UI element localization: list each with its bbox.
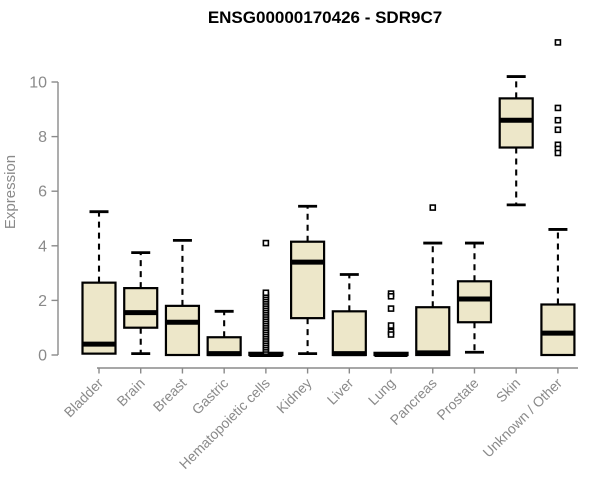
x-tick-label-unknown-other: Unknown / Other (479, 375, 565, 461)
y-tick-label: 6 (38, 184, 47, 201)
x-tick-label-prostate: Prostate (433, 375, 481, 423)
chart-title: ENSG00000170426 - SDR9C7 (208, 8, 442, 27)
boxplot-prostate (456, 241, 493, 354)
outlier-point (554, 39, 562, 46)
iqr-box (456, 280, 493, 324)
boxplot-liver (331, 273, 367, 357)
x-tick-label-skin: Skin (493, 375, 524, 406)
y-tick-label: 2 (38, 293, 47, 310)
boxplot-skin (498, 75, 534, 207)
iqr-box (498, 97, 534, 149)
x-tick-label-brain: Brain (113, 375, 147, 409)
iqr-box (290, 240, 326, 320)
outlier-point (429, 204, 437, 211)
outlier-point (262, 239, 270, 247)
boxplot-hematopoietic-cells (248, 239, 284, 357)
boxplot-breast (164, 238, 201, 357)
plot-area: 0 2 4 6 8 10 Bladder Brain Breast GastricHematopo… (29, 39, 578, 472)
x-tick-label-kidney: Kidney (273, 375, 315, 417)
boxplot-pancreas (415, 204, 451, 357)
y-tick-label: 4 (38, 238, 47, 255)
y-tick-label: 0 (38, 348, 47, 365)
x-tick-label-breast: Breast (150, 375, 190, 415)
outlier-point (554, 126, 562, 134)
boxplot-kidney (290, 204, 326, 356)
x-tick-label-lung: Lung (365, 375, 398, 408)
outlier-point (554, 116, 562, 124)
iqr-box (123, 287, 159, 329)
x-tick-label-liver: Liver (324, 375, 357, 408)
outlier-point (262, 289, 270, 297)
iqr-box (415, 306, 451, 357)
boxplot-unknown-other (540, 39, 576, 357)
y-axis-title: Expression (2, 155, 19, 229)
outlier-point (387, 293, 395, 300)
outlier-point (387, 305, 395, 312)
y-tick-label: 10 (29, 75, 47, 92)
boxplot-gastric (206, 309, 242, 357)
x-tick-label-bladder: Bladder (61, 375, 107, 421)
outlier-point (387, 322, 395, 329)
iqr-box (540, 303, 576, 357)
iqr-box (164, 304, 201, 357)
boxplot-lung (373, 290, 409, 357)
boxplot-brain (123, 251, 159, 356)
y-axis: 0 2 4 6 8 10 (29, 75, 59, 365)
outlier-point (387, 331, 395, 338)
outlier-point (554, 104, 562, 112)
boxplot-bladder (81, 210, 117, 355)
iqr-box (331, 310, 367, 357)
outlier-point (554, 149, 562, 157)
y-tick-label: 8 (38, 129, 47, 146)
